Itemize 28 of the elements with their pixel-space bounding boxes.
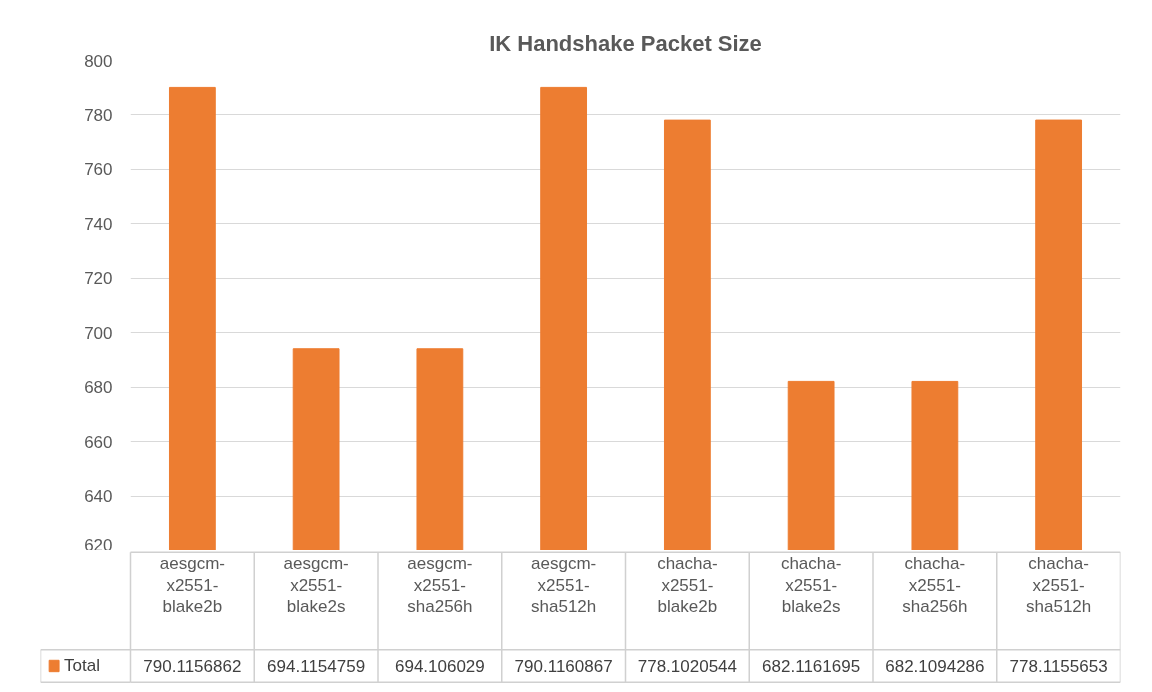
- x-tick-label: chacha-x2551-sha512h: [1026, 553, 1092, 617]
- x-tick-label: chacha-x2551-blake2s: [780, 553, 842, 617]
- data-label: 790.1160867: [514, 656, 613, 676]
- y-tick-label: 780: [84, 105, 113, 125]
- data-label: 790.1156862: [143, 656, 242, 676]
- x-tick-label: chacha-x2551-sha256h: [902, 553, 968, 617]
- y-tick-label: 800: [84, 51, 113, 71]
- data-label: 694.106029: [394, 656, 485, 676]
- data-label: 682.1161695: [762, 656, 861, 676]
- y-tick-label: 620: [84, 535, 113, 555]
- x-tick-label: aesgcm-x2551-blake2b: [159, 553, 225, 617]
- legend-label: Total: [64, 656, 100, 676]
- x-tick-label: aesgcm-x2551-sha512h: [531, 553, 597, 617]
- chart-title: IK Handshake Packet Size: [489, 30, 762, 56]
- y-tick-label: 700: [84, 323, 113, 343]
- x-tick-label: chacha-x2551-blake2b: [657, 553, 718, 617]
- y-tick-label: 740: [84, 214, 113, 234]
- data-label: 778.1020544: [637, 656, 738, 676]
- data-label: 694.1154759: [267, 656, 366, 676]
- y-tick-label: 640: [84, 487, 113, 507]
- x-tick-label: aesgcm-x2551-sha256h: [407, 553, 473, 617]
- x-tick-label: aesgcm-x2551-blake2s: [283, 553, 349, 617]
- y-tick-label: 660: [84, 432, 113, 452]
- y-tick-label: 680: [84, 378, 113, 398]
- y-tick-label: 760: [84, 160, 113, 180]
- data-label: 778.1155653: [1009, 656, 1108, 676]
- y-tick-label: 720: [84, 269, 113, 289]
- data-label: 682.1094286: [885, 656, 985, 676]
